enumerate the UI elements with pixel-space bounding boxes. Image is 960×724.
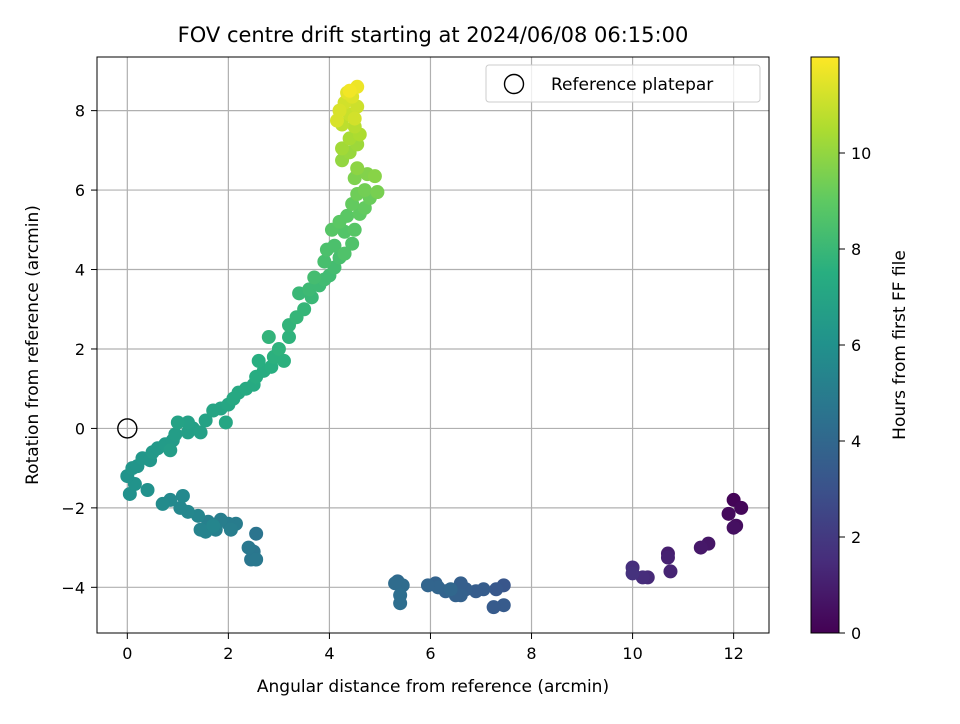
data-point: [249, 552, 264, 567]
legend-entry-label: Reference platepar: [551, 75, 713, 95]
data-point: [721, 506, 736, 521]
x-tick-label: 12: [723, 644, 743, 663]
data-point: [370, 185, 385, 200]
x-tick-label: 6: [425, 644, 435, 663]
data-point: [347, 111, 362, 126]
data-point: [340, 208, 355, 223]
x-tick-label: 0: [122, 644, 132, 663]
data-points: [120, 79, 749, 615]
colorbar-gradient: [811, 57, 839, 633]
y-axis-label: Rotation from reference (arcmin): [23, 205, 43, 485]
colorbar-tick-label: 4: [851, 432, 861, 451]
data-point: [734, 500, 749, 515]
data-point: [393, 596, 408, 611]
data-point: [163, 443, 178, 458]
x-tick-label: 8: [526, 644, 536, 663]
data-point: [347, 222, 362, 237]
colorbar: 0 2 4 6 8 10 Hours from first FF file: [810, 56, 910, 643]
data-point: [335, 141, 350, 156]
data-point: [193, 522, 208, 537]
chart-title: FOV centre drift starting at 2024/06/08 …: [178, 23, 689, 47]
colorbar-tick-label: 0: [851, 624, 861, 643]
y-tick-label: −2: [61, 499, 85, 518]
colorbar-label: Hours from first FF file: [890, 250, 910, 440]
data-point: [625, 566, 640, 581]
y-tick-label: 4: [75, 261, 85, 280]
data-point: [198, 413, 213, 428]
reference-marker-group: [117, 418, 138, 439]
data-point: [251, 353, 266, 368]
legend-reference-marker-icon: [503, 73, 525, 95]
data-point: [307, 270, 322, 285]
data-point: [276, 353, 291, 368]
data-point: [175, 488, 190, 503]
data-point: [357, 183, 372, 198]
data-point: [350, 161, 365, 176]
data-point: [726, 520, 741, 535]
data-point: [180, 415, 195, 430]
data-point: [489, 582, 504, 597]
y-tick-label: −4: [61, 578, 85, 597]
y-tick-label: 6: [75, 181, 85, 200]
data-point: [297, 302, 312, 317]
x-tick-label: 2: [223, 644, 233, 663]
data-point: [660, 550, 675, 565]
colorbar-tick-label: 6: [851, 336, 861, 355]
data-point: [453, 576, 468, 591]
plot-frame: [96, 56, 770, 634]
y-tick-label: 8: [75, 102, 85, 121]
data-point: [420, 578, 435, 593]
data-point: [206, 518, 221, 533]
y-tick-label: 2: [75, 340, 85, 359]
legend-box: [485, 64, 761, 103]
data-point: [327, 238, 342, 253]
colorbar-tick-label: 8: [851, 240, 861, 259]
data-point: [223, 522, 238, 537]
data-point: [342, 83, 357, 98]
data-point: [193, 425, 208, 440]
data-point: [388, 576, 403, 591]
data-point: [140, 482, 155, 497]
data-point: [337, 246, 352, 261]
colorbar-ticks: 0 2 4 6 8 10: [839, 144, 871, 643]
data-point: [486, 600, 501, 615]
reference-platepar-marker: [117, 418, 138, 439]
colorbar-tick-label: 10: [851, 144, 871, 163]
data-point: [282, 330, 296, 345]
x-tick-label: 4: [324, 644, 334, 663]
y-axis-ticks: −4 −2 0 2 4 6 8: [61, 102, 97, 597]
data-point: [168, 427, 183, 442]
data-point: [330, 113, 344, 128]
data-point: [693, 540, 708, 555]
data-point: [367, 169, 382, 184]
colorbar-tick-label: 2: [851, 528, 861, 547]
data-point: [155, 496, 170, 511]
data-point: [271, 341, 286, 356]
data-point: [663, 564, 678, 579]
data-point: [241, 540, 256, 555]
legend: Reference platepar: [485, 64, 761, 103]
data-point: [170, 415, 185, 430]
data-point: [261, 330, 276, 345]
x-axis-ticks: 0 2 4 6 8 10 12: [122, 633, 744, 663]
y-tick-label: 0: [75, 419, 85, 438]
data-point: [317, 254, 332, 269]
data-point: [443, 582, 458, 597]
data-point: [218, 415, 233, 430]
data-point: [173, 500, 188, 515]
x-tick-label: 10: [622, 644, 642, 663]
data-point: [345, 236, 360, 251]
x-axis-label: Angular distance from reference (arcmin): [257, 677, 609, 697]
data-point: [249, 526, 264, 541]
